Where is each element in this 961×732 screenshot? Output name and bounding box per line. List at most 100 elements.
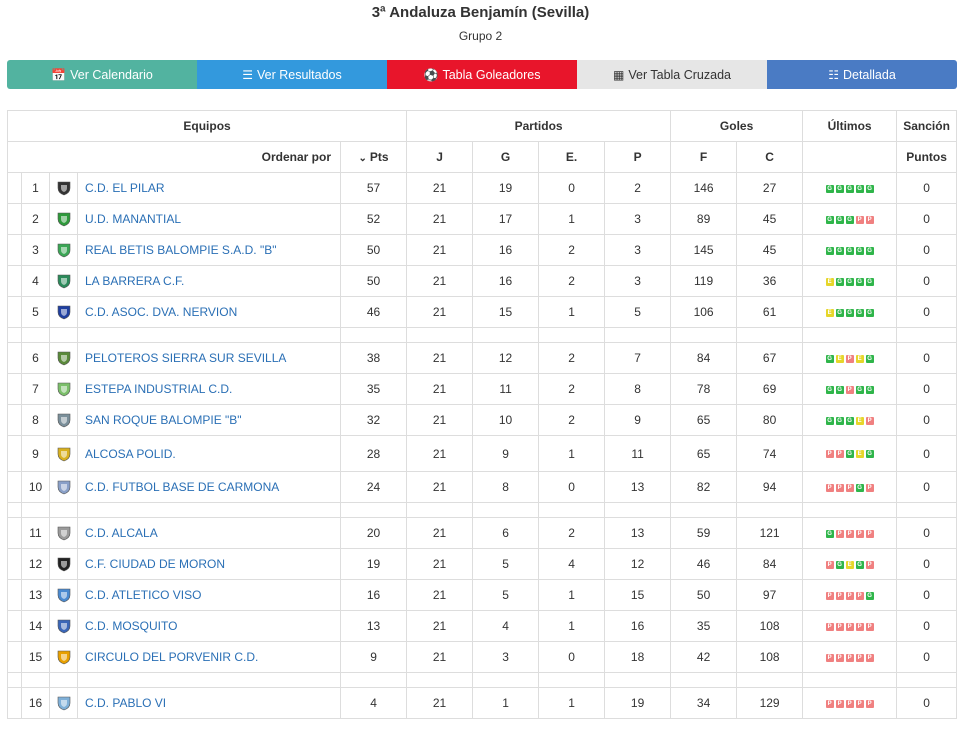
table-row[interactable]: 15 CIRCULO DEL PORVENIR C.D. 9 21 3 0 18 42 108 P… xyxy=(7,641,958,673)
table-row[interactable]: 10 C.D. FUTBOL BASE DE CARMONA 24 21 8 0 13 82 9… xyxy=(7,471,958,503)
sort-j-button[interactable]: J xyxy=(406,141,474,173)
lost-cell: 18 xyxy=(604,641,672,673)
drawn-cell: 2 xyxy=(538,265,606,297)
team-name-link[interactable]: C.D. MOSQUITO xyxy=(77,610,341,642)
cross-table-button[interactable]: ▦ Ver Tabla Cruzada xyxy=(577,60,767,89)
results-button[interactable]: ☰ Ver Resultados xyxy=(197,60,387,89)
table-row[interactable]: 5 C.D. ASOC. DVA. NERVION 46 21 15 1 5 106 61 E G G… xyxy=(7,296,958,328)
table-row[interactable]: 3 REAL BETIS BALOMPIE S.A.D. "B" 50 21 16 2 3 1… xyxy=(7,234,958,266)
grid-icon: ▦ xyxy=(613,67,625,82)
team-name-link[interactable]: LA BARRERA C.F. xyxy=(77,265,341,297)
separator-cell xyxy=(896,327,958,343)
sort-pts-button[interactable]: ⌄ Pts xyxy=(339,141,408,173)
sort-g-button[interactable]: G xyxy=(472,141,540,173)
scorers-button[interactable]: ⚽ Tabla Goleadores xyxy=(387,60,577,89)
team-name-link[interactable]: C.D. EL PILAR xyxy=(77,172,341,204)
result-badge: G xyxy=(845,184,854,193)
team-name-link[interactable]: C.D. PABLO VI xyxy=(77,687,341,719)
result-badge: P xyxy=(825,560,834,569)
points-cell: 46 xyxy=(339,296,408,328)
drawn-cell: 1 xyxy=(538,579,606,611)
separator-cell xyxy=(472,327,540,343)
row-marker xyxy=(7,610,22,642)
table-row[interactable]: 11 C.D. ALCALA 20 21 6 2 13 59 121 G P P P P 0 xyxy=(7,517,958,549)
detailed-button[interactable]: ☷ Detallada xyxy=(767,60,957,89)
table-row[interactable]: 8 SAN ROQUE BALOMPIE "B" 32 21 10 2 9 65 80 G G G E P… xyxy=(7,404,958,436)
team-logo xyxy=(49,435,78,472)
position-cell: 6 xyxy=(21,342,50,374)
table-row[interactable]: 13 C.D. ATLETICO VISO 16 21 5 1 15 50 97 P P P P G 0 xyxy=(7,579,958,611)
points-cell: 13 xyxy=(339,610,408,642)
separator-cell xyxy=(604,672,672,688)
result-badge: E xyxy=(835,354,844,363)
played-cell: 21 xyxy=(406,172,474,204)
goals-against-cell: 67 xyxy=(736,342,804,374)
team-name-link[interactable]: C.D. ATLETICO VISO xyxy=(77,579,341,611)
soccer-ball-icon: ⚽ xyxy=(423,67,439,82)
team-name-link[interactable]: C.D. FUTBOL BASE DE CARMONA xyxy=(77,471,341,503)
team-logo xyxy=(49,203,78,235)
won-cell: 10 xyxy=(472,404,540,436)
result-badge: G xyxy=(835,246,844,255)
team-name-link[interactable]: C.F. CIUDAD DE MORON xyxy=(77,548,341,580)
row-marker xyxy=(7,234,22,266)
table-row[interactable]: 1 C.D. EL PILAR 57 21 19 0 2 146 27 G G G G G 0 xyxy=(7,172,958,204)
result-badge: G xyxy=(835,184,844,193)
sort-f-button[interactable]: F xyxy=(670,141,738,173)
separator-cell xyxy=(339,672,408,688)
row-marker xyxy=(7,296,22,328)
team-name-link[interactable]: C.D. ASOC. DVA. NERVION xyxy=(77,296,341,328)
result-badge: P xyxy=(825,699,834,708)
table-row[interactable]: 14 C.D. MOSQUITO 13 21 4 1 16 35 108 P P P P P 0 xyxy=(7,610,958,642)
sort-e-button[interactable]: E. xyxy=(538,141,606,173)
team-name-link[interactable]: C.D. ALCALA xyxy=(77,517,341,549)
table-row[interactable]: 16 C.D. PABLO VI 4 21 1 1 19 34 129 P P P P P 0 xyxy=(7,687,958,719)
team-name-link[interactable]: U.D. MANANTIAL xyxy=(77,203,341,235)
table-row[interactable]: 9 ALCOSA POLID. 28 21 9 1 11 65 74 P P G E G 0 xyxy=(7,435,958,472)
team-logo xyxy=(49,172,78,204)
goals-for-cell: 59 xyxy=(670,517,738,549)
table-row[interactable]: 7 ESTEPA INDUSTRIAL C.D. 35 21 11 2 8 78 69 G G P G G… xyxy=(7,373,958,405)
team-name-link[interactable]: ESTEPA INDUSTRIAL C.D. xyxy=(77,373,341,405)
won-cell: 6 xyxy=(472,517,540,549)
team-name-link[interactable]: ALCOSA POLID. xyxy=(77,435,341,472)
team-crest-icon xyxy=(56,556,72,572)
sort-c-button[interactable]: C xyxy=(736,141,804,173)
goals-against-cell: 45 xyxy=(736,234,804,266)
sort-p-button[interactable]: P xyxy=(604,141,672,173)
separator-cell xyxy=(49,502,78,518)
position-cell: 3 xyxy=(21,234,50,266)
points-cell: 35 xyxy=(339,373,408,405)
table-row[interactable]: 12 C.F. CIUDAD DE MORON 19 21 5 4 12 46 84 P G E G P 0 xyxy=(7,548,958,580)
team-logo xyxy=(49,471,78,503)
calendar-icon: 📅 xyxy=(51,67,67,82)
played-cell: 21 xyxy=(406,234,474,266)
drawn-cell: 1 xyxy=(538,296,606,328)
position-cell: 15 xyxy=(21,641,50,673)
team-name-link[interactable]: PELOTEROS SIERRA SUR SEVILLA xyxy=(77,342,341,374)
played-cell: 21 xyxy=(406,641,474,673)
result-badge: G xyxy=(845,246,854,255)
team-name-link[interactable]: SAN ROQUE BALOMPIE "B" xyxy=(77,404,341,436)
result-badge: G xyxy=(835,385,844,394)
list-icon: ☰ xyxy=(242,67,253,82)
pts-header: Pts xyxy=(369,150,389,164)
position-cell: 11 xyxy=(21,517,50,549)
row-marker xyxy=(7,579,22,611)
team-name-link[interactable]: REAL BETIS BALOMPIE S.A.D. "B" xyxy=(77,234,341,266)
table-row[interactable]: 6 PELOTEROS SIERRA SUR SEVILLA 38 21 12 2 7 84 6… xyxy=(7,342,958,374)
team-name-link[interactable]: CIRCULO DEL PORVENIR C.D. xyxy=(77,641,341,673)
calendar-button[interactable]: 📅 Ver Calendario xyxy=(7,60,197,89)
won-cell: 16 xyxy=(472,265,540,297)
separator-cell xyxy=(406,502,474,518)
result-badge: P xyxy=(855,653,864,662)
lost-cell: 8 xyxy=(604,373,672,405)
goals-for-cell: 89 xyxy=(670,203,738,235)
table-row[interactable]: 2 U.D. MANANTIAL 52 21 17 1 3 89 45 G G G P P 0 xyxy=(7,203,958,235)
goals-against-cell: 80 xyxy=(736,404,804,436)
lost-cell: 5 xyxy=(604,296,672,328)
sort-by-label: Ordenar por xyxy=(7,141,341,173)
table-row[interactable]: 4 LA BARRERA C.F. 50 21 16 2 3 119 36 E G G G G 0 xyxy=(7,265,958,297)
result-badge: G xyxy=(865,308,874,317)
